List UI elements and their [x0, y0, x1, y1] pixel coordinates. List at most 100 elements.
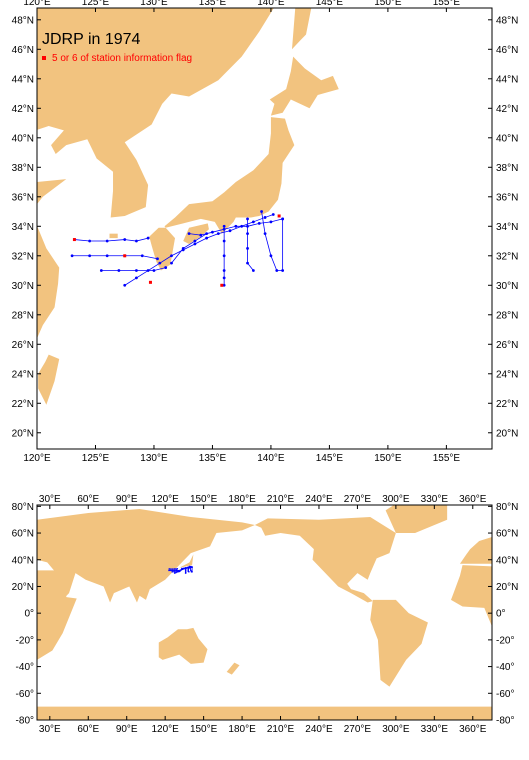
land — [227, 663, 240, 675]
land — [37, 509, 255, 602]
y-tick-label: 32°N — [12, 251, 34, 262]
x-tick-label: 155°E — [433, 0, 461, 8]
station — [179, 570, 181, 572]
y-tick-label: 42°N — [12, 104, 34, 115]
land — [292, 5, 312, 49]
land — [451, 565, 492, 626]
station — [158, 262, 161, 265]
station — [264, 232, 267, 235]
station — [188, 571, 190, 573]
x-tick-label: 300°E — [382, 724, 410, 735]
y-tick-label: 34°N — [12, 222, 34, 233]
y-tick-label: 26°N — [496, 340, 518, 351]
y-tick-label: -80° — [496, 716, 514, 727]
y-tick-label: 28°N — [12, 310, 34, 321]
station — [141, 254, 144, 257]
flagged-station — [220, 284, 223, 287]
y-tick-label: -20° — [16, 635, 34, 646]
y-tick-label: 60°N — [496, 529, 518, 540]
y-tick-label: 46°N — [12, 45, 34, 56]
station — [223, 269, 226, 272]
x-tick-label: 300°E — [382, 494, 410, 505]
y-tick-label: 36°N — [12, 192, 34, 203]
station — [106, 240, 109, 243]
station — [123, 238, 126, 241]
legend-swatch — [42, 56, 46, 60]
map-title: JDRP in 1974 — [42, 31, 141, 48]
station — [191, 571, 193, 573]
station — [281, 218, 284, 221]
y-tick-label: 42°N — [496, 104, 518, 115]
land — [159, 628, 208, 664]
x-tick-label: 60°E — [77, 494, 99, 505]
station — [168, 570, 170, 572]
station — [258, 222, 261, 225]
x-tick-label: 150°E — [190, 724, 218, 735]
x-tick-label: 135°E — [199, 453, 227, 464]
y-tick-label: 20°N — [496, 582, 518, 593]
station — [156, 257, 159, 260]
y-tick-label: 38°N — [496, 163, 518, 174]
x-tick-label: 90°E — [116, 724, 138, 735]
x-tick-label: 240°E — [305, 724, 333, 735]
station — [260, 210, 263, 213]
station — [281, 269, 284, 272]
station — [246, 262, 249, 265]
y-tick-label: 0° — [496, 609, 506, 620]
station — [71, 254, 74, 257]
station — [170, 254, 173, 257]
station — [223, 254, 226, 257]
station — [106, 254, 109, 257]
y-tick-label: 48°N — [496, 15, 518, 26]
station — [270, 220, 273, 223]
y-tick-label: 32°N — [496, 251, 518, 262]
land — [460, 537, 492, 564]
land — [110, 234, 118, 238]
station — [189, 566, 191, 568]
station — [147, 237, 150, 240]
flagged-station — [278, 214, 281, 217]
station — [168, 568, 170, 570]
x-tick-label: 240°E — [305, 494, 333, 505]
y-tick-label: -40° — [16, 662, 34, 673]
station — [135, 269, 138, 272]
y-tick-label: 40°N — [496, 555, 518, 566]
y-tick-label: -40° — [496, 662, 514, 673]
land — [255, 517, 396, 602]
y-tick-label: -80° — [16, 716, 34, 727]
x-tick-label: 180°E — [228, 494, 256, 505]
x-tick-label: 210°E — [267, 494, 295, 505]
y-tick-label: 34°N — [496, 222, 518, 233]
station — [135, 277, 138, 280]
x-tick-label: 210°E — [267, 724, 295, 735]
x-tick-label: 120°E — [23, 453, 51, 464]
y-tick-label: 20°N — [496, 428, 518, 439]
x-tick-label: 330°E — [421, 724, 449, 735]
flagged-station — [123, 254, 126, 257]
x-tick-label: 150°E — [374, 0, 402, 8]
y-tick-label: 80°N — [496, 502, 518, 513]
station — [223, 240, 226, 243]
station — [252, 269, 255, 272]
map — [37, 504, 492, 723]
x-tick-label: 360°E — [459, 494, 487, 505]
station — [272, 213, 275, 216]
station — [246, 218, 249, 221]
station — [88, 240, 91, 243]
y-tick-label: 30°N — [496, 281, 518, 292]
station — [177, 568, 179, 570]
station — [171, 571, 173, 573]
station — [170, 262, 173, 265]
x-tick-label: 130°E — [140, 453, 168, 464]
station — [164, 266, 167, 269]
y-tick-label: 44°N — [12, 74, 34, 85]
y-tick-label: 44°N — [496, 74, 518, 85]
x-tick-label: 150°E — [190, 494, 218, 505]
y-tick-label: 26°N — [12, 340, 34, 351]
x-tick-label: 145°E — [316, 453, 344, 464]
cruise-track — [101, 268, 165, 271]
x-tick-label: 120°E — [23, 0, 51, 8]
x-tick-label: 120°E — [151, 494, 179, 505]
station — [275, 269, 278, 272]
